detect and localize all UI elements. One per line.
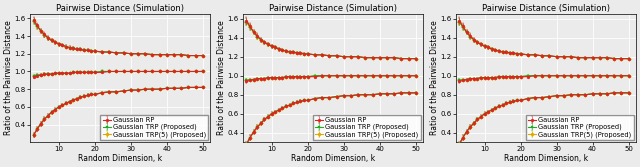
X-axis label: Random Dimension, k: Random Dimension, k bbox=[291, 154, 375, 163]
Legend: Gaussian RP, Gaussian TRP (Proposed), Gaussian TRP(5) (Proposed): Gaussian RP, Gaussian TRP (Proposed), Ga… bbox=[526, 115, 634, 140]
X-axis label: Random Dimension, k: Random Dimension, k bbox=[78, 154, 162, 163]
X-axis label: Random Dimension, k: Random Dimension, k bbox=[504, 154, 588, 163]
Title: Pairwise Distance (Simulation): Pairwise Distance (Simulation) bbox=[482, 4, 610, 13]
Y-axis label: Ratio of the Pairwise Distance: Ratio of the Pairwise Distance bbox=[217, 21, 226, 135]
Title: Pairwise Distance (Simulation): Pairwise Distance (Simulation) bbox=[56, 4, 184, 13]
Title: Pairwise Distance (Simulation): Pairwise Distance (Simulation) bbox=[269, 4, 397, 13]
Legend: Gaussian RP, Gaussian TRP (Proposed), Gaussian TRP(5) (Proposed): Gaussian RP, Gaussian TRP (Proposed), Ga… bbox=[100, 115, 208, 140]
Y-axis label: Ratio of the Pairwise Distance: Ratio of the Pairwise Distance bbox=[4, 21, 13, 135]
Legend: Gaussian RP, Gaussian TRP (Proposed), Gaussian TRP(5) (Proposed): Gaussian RP, Gaussian TRP (Proposed), Ga… bbox=[313, 115, 421, 140]
Y-axis label: Ratio of the Pairwise Distance: Ratio of the Pairwise Distance bbox=[430, 21, 439, 135]
